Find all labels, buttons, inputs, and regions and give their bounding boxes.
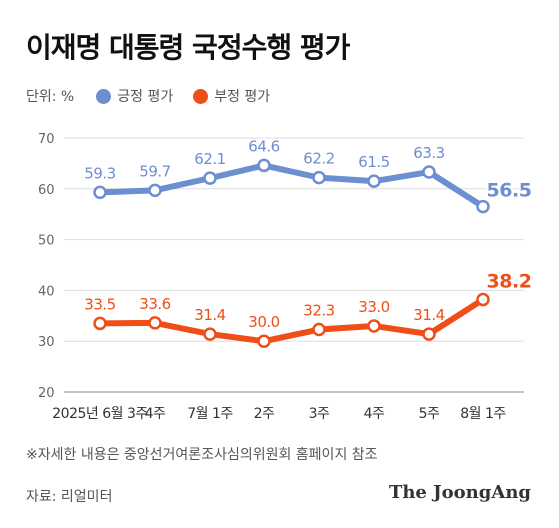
source-label: 자료: 리얼미터 bbox=[26, 489, 113, 505]
x-tick-label: 7월 1주 bbox=[187, 406, 233, 422]
chart-title: 이재명 대통령 국정수행 평가 bbox=[26, 31, 350, 64]
x-tick-label: 5주 bbox=[419, 406, 440, 422]
legend-negative-label: 부정 평가 bbox=[214, 89, 271, 105]
data-label-negative: 33.0 bbox=[358, 298, 389, 316]
footnote: ※자세한 내용은 중앙선거여론조사심의위원회 홈페이지 참조 bbox=[26, 447, 378, 463]
legend-item-negative: 부정 평가 bbox=[193, 86, 270, 106]
series-line-negative bbox=[97, 296, 486, 345]
point-negative bbox=[422, 327, 436, 341]
x-tick-label: 8월 1주 bbox=[460, 406, 506, 422]
x-tick-label: 2주 bbox=[254, 406, 275, 422]
point-negative bbox=[367, 319, 381, 333]
data-label-positive: 61.5 bbox=[358, 153, 389, 171]
legend-positive-label: 긍정 평가 bbox=[117, 89, 174, 105]
data-label-negative: 31.4 bbox=[413, 306, 444, 324]
data-label-negative: 32.3 bbox=[303, 302, 334, 320]
point-positive bbox=[367, 174, 381, 188]
data-label-negative: 33.5 bbox=[84, 295, 115, 313]
y-tick-label: 70 bbox=[38, 132, 55, 147]
brand-logo: The JoongAng bbox=[388, 482, 531, 503]
point-positive bbox=[422, 165, 436, 179]
x-tick-label: 4주 bbox=[364, 406, 385, 422]
data-label-negative: 38.2 bbox=[487, 271, 532, 293]
y-tick-label: 60 bbox=[38, 183, 55, 198]
legend-negative-dot-icon bbox=[193, 88, 209, 104]
x-tick-label: 3주 bbox=[309, 406, 330, 422]
point-positive bbox=[148, 183, 162, 198]
legend-item-positive: 긍정 평가 bbox=[96, 86, 173, 106]
series-line-positive bbox=[97, 162, 486, 210]
data-label-negative: 33.6 bbox=[139, 295, 170, 313]
data-label-positive: 62.2 bbox=[303, 150, 334, 168]
y-tick-label: 50 bbox=[38, 234, 55, 249]
point-negative bbox=[148, 316, 162, 330]
data-label-positive: 62.1 bbox=[194, 150, 225, 168]
point-positive bbox=[312, 170, 326, 185]
data-label-positive: 59.7 bbox=[139, 162, 170, 180]
data-label-positive: 59.3 bbox=[84, 164, 115, 182]
y-tick-label: 30 bbox=[38, 335, 55, 350]
point-negative bbox=[93, 316, 107, 331]
data-label-positive: 63.3 bbox=[413, 144, 444, 162]
point-positive bbox=[93, 185, 107, 200]
x-tick-label: 2025년 6월 3주 bbox=[52, 406, 148, 422]
unit-label: 단위: % bbox=[26, 89, 75, 105]
data-label-positive: 64.6 bbox=[248, 137, 279, 155]
legend: 단위: % 긍정 평가 부정 평가 bbox=[26, 86, 290, 106]
point-positive bbox=[203, 171, 217, 185]
legend-positive-dot-icon bbox=[96, 88, 112, 104]
point-negative bbox=[203, 327, 217, 341]
point-negative bbox=[312, 322, 326, 337]
data-label-negative: 31.4 bbox=[194, 306, 225, 324]
data-label-positive: 56.5 bbox=[487, 180, 532, 202]
data-label-negative: 30.0 bbox=[248, 313, 279, 331]
y-tick-label: 20 bbox=[38, 386, 55, 401]
point-negative bbox=[257, 334, 271, 348]
point-positive bbox=[476, 199, 490, 214]
x-tick-label: 4주 bbox=[145, 406, 166, 422]
point-positive bbox=[257, 158, 271, 173]
point-negative bbox=[476, 292, 490, 307]
y-tick-label: 40 bbox=[38, 284, 55, 299]
